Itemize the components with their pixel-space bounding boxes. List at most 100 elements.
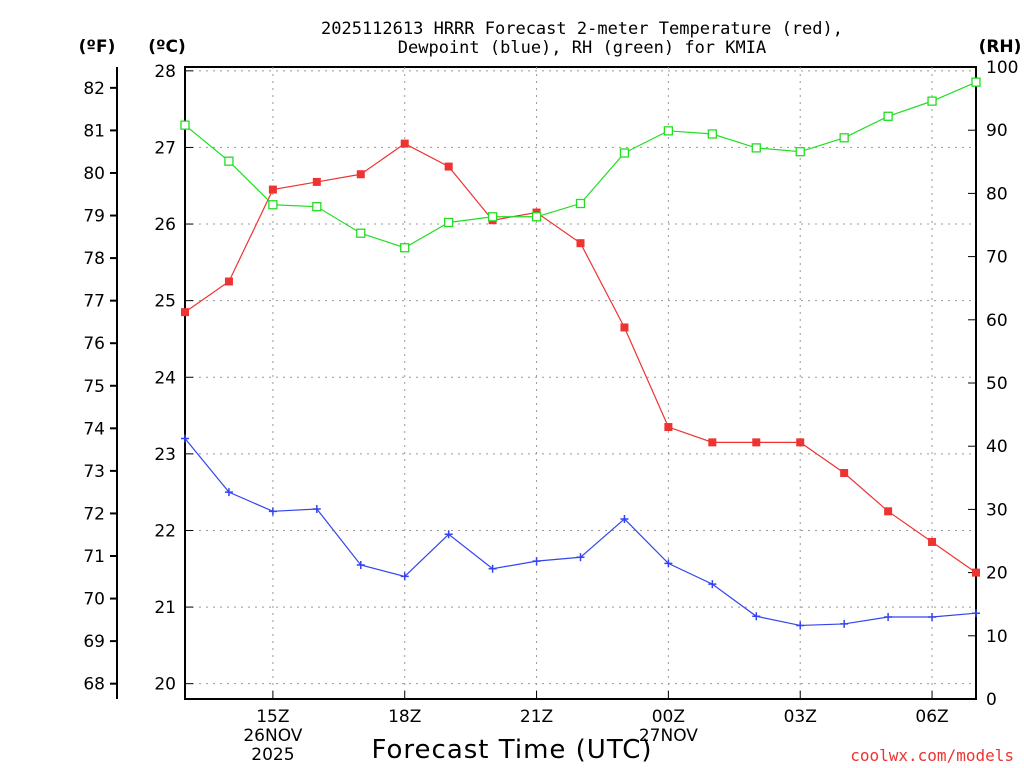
rh-tick-label: 90 xyxy=(986,121,1008,141)
x-tick-label: 15Z xyxy=(256,707,289,727)
x-tick-label: 06Z xyxy=(915,707,948,727)
celsius-tick-label: 26 xyxy=(154,215,176,235)
x-tick-label: 00Z xyxy=(652,707,685,727)
celsius-tick-label: 22 xyxy=(154,521,176,541)
dewpoint-point xyxy=(928,613,937,622)
rh-point xyxy=(268,200,278,210)
fahrenheit-tick-label: 78 xyxy=(83,249,105,269)
dewpoint-point xyxy=(400,572,409,581)
date-label: 26NOV xyxy=(243,726,302,746)
fahrenheit-tick-label: 77 xyxy=(83,292,105,312)
rh-tick-label: 50 xyxy=(986,374,1008,394)
2-meter-temperature-point xyxy=(312,177,321,186)
dewpoint-point xyxy=(532,557,541,566)
chart-title-line1: 2025112613 HRRR Forecast 2-meter Tempera… xyxy=(321,19,843,39)
2-meter-temperature-point xyxy=(620,323,629,332)
dewpoint-point xyxy=(884,613,893,622)
rh-tick-label: 40 xyxy=(986,437,1008,457)
rh-tick-label: 20 xyxy=(986,564,1008,584)
2-meter-temperature-point xyxy=(268,185,277,194)
rh-point xyxy=(487,212,498,222)
rh-unit-label: (RH) xyxy=(979,37,1022,57)
dewpoint-point xyxy=(181,434,189,443)
rh-point xyxy=(663,126,674,136)
2-meter-temperature-point xyxy=(356,170,365,179)
celsius-tick-label: 24 xyxy=(154,368,176,388)
2-meter-temperature-point xyxy=(400,139,409,148)
rh-point xyxy=(444,217,454,228)
rh-point xyxy=(575,198,586,209)
2-meter-temperature-point xyxy=(972,568,980,577)
plot-frame xyxy=(184,66,977,700)
source-credit: coolwx.com/models xyxy=(850,746,1014,765)
dewpoint-point xyxy=(708,580,717,589)
rh-tick-label: 70 xyxy=(986,248,1008,268)
rh-point xyxy=(619,148,630,158)
fahrenheit-unit-label: (ºF) xyxy=(79,37,116,57)
x-tick-label: 21Z xyxy=(520,707,553,727)
rh-point xyxy=(883,111,893,121)
axes: 20 21 22 23 24 25 26 27 28 15Z 18Z 21Z 00Z 03Z 06Z 26NO… xyxy=(83,58,1018,765)
dewpoint-point xyxy=(576,553,585,562)
fahrenheit-tick-label: 82 xyxy=(83,79,105,99)
celsius-tick-label: 20 xyxy=(154,675,176,695)
dewpoint-line xyxy=(184,438,977,627)
celsius-tick-label: 25 xyxy=(154,292,176,312)
dewpoint-point xyxy=(840,619,849,628)
fahrenheit-tick-label: 79 xyxy=(83,207,105,227)
2-meter-temperature-point xyxy=(576,239,585,248)
fahrenheit-tick-label: 76 xyxy=(83,334,105,354)
dewpoint-point xyxy=(796,621,805,630)
dewpoint-point xyxy=(268,507,277,516)
fahrenheit-tick-label: 80 xyxy=(83,164,105,184)
dewpoint-point xyxy=(312,505,321,514)
date-label: 27NOV xyxy=(639,726,698,746)
year-label: 2025 xyxy=(251,745,294,765)
fahrenheit-tick-label: 69 xyxy=(83,632,105,652)
fahrenheit-tick-label: 81 xyxy=(83,121,105,141)
rh-tick-label: 10 xyxy=(986,627,1008,647)
data-series xyxy=(180,77,981,630)
rh-point xyxy=(795,147,805,157)
fahrenheit-tick-label: 75 xyxy=(83,377,105,397)
2-meter-temperature-point xyxy=(928,537,937,546)
x-tick-label: 03Z xyxy=(784,707,817,727)
rh-tick-label: 100 xyxy=(986,58,1018,78)
dewpoint-point xyxy=(664,559,673,568)
dewpoint-point xyxy=(972,609,980,618)
rh-point xyxy=(180,120,190,130)
rh-point xyxy=(224,156,234,166)
gridlines xyxy=(185,67,976,699)
fahrenheit-tick-label: 71 xyxy=(83,547,105,567)
2-meter-temperature-point xyxy=(444,162,453,171)
rh-point xyxy=(971,77,981,87)
dewpoint-point xyxy=(752,612,761,621)
dewpoint-point xyxy=(356,560,365,569)
2-meter-temperature-point xyxy=(884,507,893,516)
rh-point xyxy=(356,228,366,238)
2-meter-temperature-point xyxy=(708,438,717,447)
2-meter-temperature-point xyxy=(664,423,673,432)
rh-point xyxy=(927,96,937,106)
x-tick-label: 18Z xyxy=(388,707,421,727)
x-axis-label: Forecast Time (UTC) xyxy=(371,735,652,765)
2-meter-temperature-point xyxy=(224,277,233,286)
rh-point xyxy=(751,143,761,153)
fahrenheit-tick-label: 73 xyxy=(83,462,105,482)
2-meter-temperature-point xyxy=(840,469,849,478)
rh-tick-label: 60 xyxy=(986,311,1008,331)
fahrenheit-tick-label: 68 xyxy=(83,675,105,695)
celsius-tick-label: 23 xyxy=(154,445,176,465)
rh-tick-label: 30 xyxy=(986,500,1008,520)
2-meter-temperature-point xyxy=(752,438,761,447)
rh-tick-label: 0 xyxy=(986,690,997,710)
fahrenheit-tick-label: 72 xyxy=(83,504,105,524)
dewpoint-point xyxy=(224,488,233,497)
dewpoint-point xyxy=(488,564,497,573)
2-meter-temperature-point xyxy=(796,438,805,447)
dewpoint-point xyxy=(444,530,453,539)
chart-title-line2: Dewpoint (blue), RH (green) for KMIA xyxy=(398,38,766,58)
fahrenheit-tick-label: 74 xyxy=(83,419,105,439)
rh-point xyxy=(312,202,322,212)
